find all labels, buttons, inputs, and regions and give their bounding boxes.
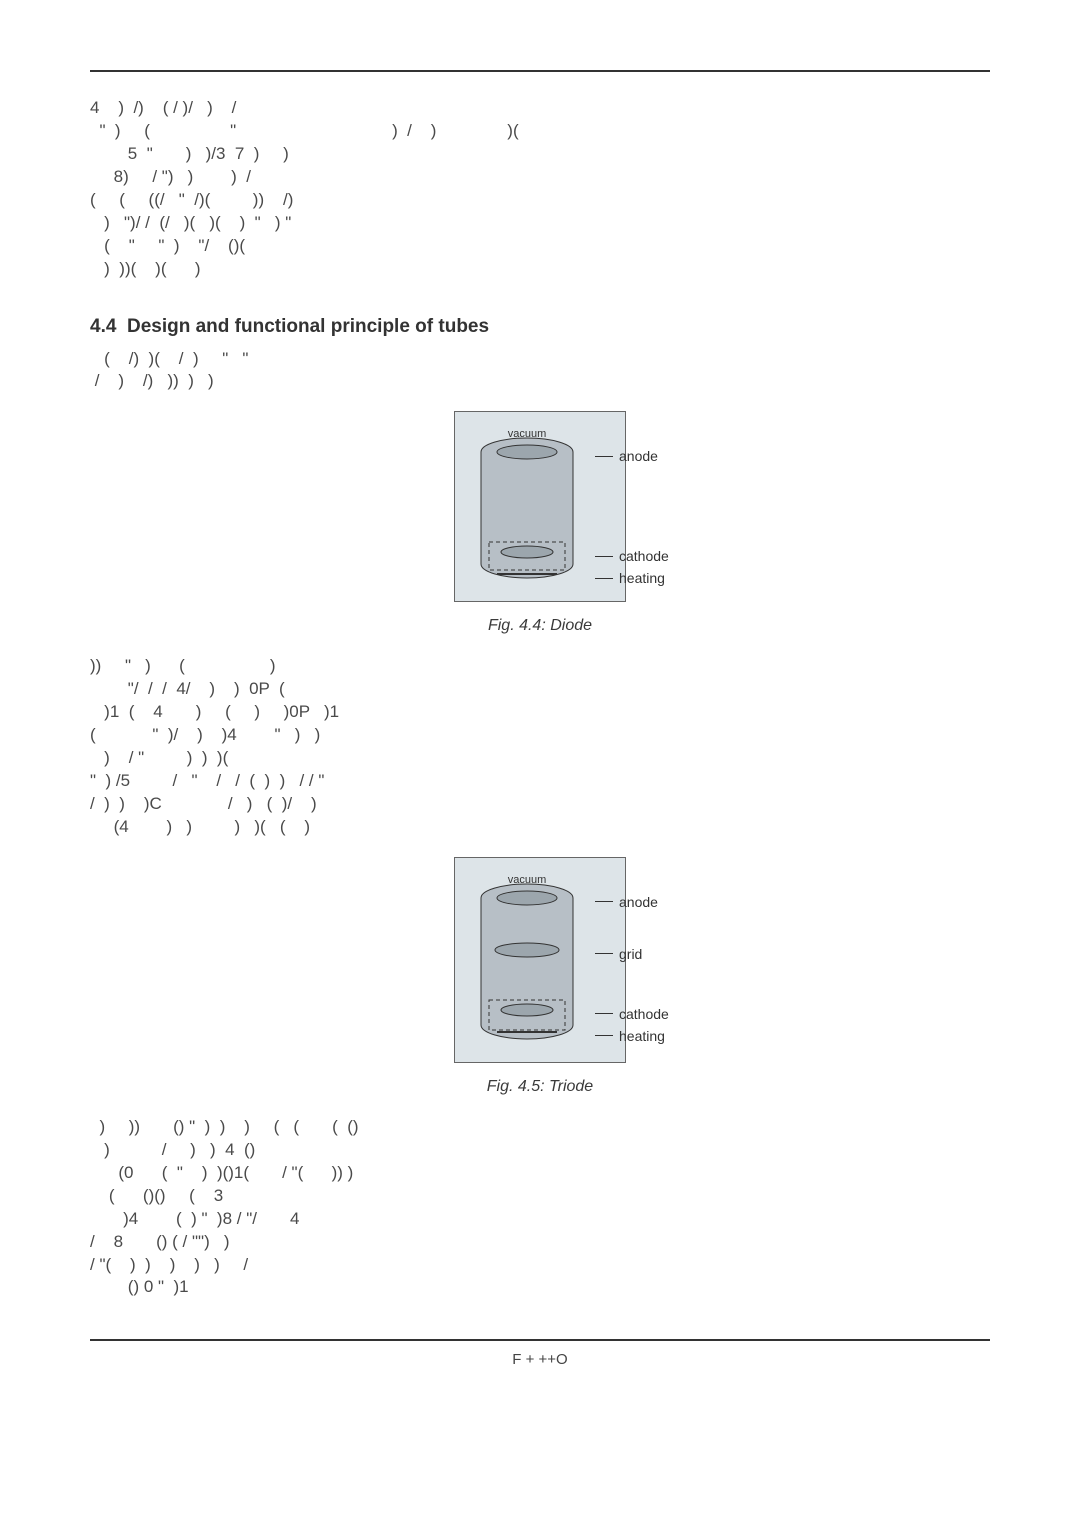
- grid-label: grid: [619, 946, 642, 962]
- page: 4 ) /) ( / )/ ) / " ) ( " ) / ) )( 5 " )…: [0, 0, 1080, 1528]
- triode-caption: Fig. 4.5: Triode: [487, 1078, 593, 1096]
- page-footer: F + ++O: [90, 1351, 990, 1368]
- diode-caption: Fig. 4.4: Diode: [488, 617, 592, 635]
- figure-triode: vacuum anode grid cathode heating Fig. 4…: [90, 857, 990, 1096]
- heating-label: heating: [619, 1028, 665, 1044]
- paragraph-4: ) )) () " ) ) ) ( ( ( () ) / ) ) 4 () (0…: [90, 1116, 990, 1300]
- anode-shape: [497, 445, 557, 459]
- section-number: 4.4: [90, 316, 116, 337]
- cathode-shape: [501, 1004, 553, 1016]
- top-rule: [90, 70, 990, 72]
- anode-shape: [497, 891, 557, 905]
- paragraph-3: )) " ) ( ) "/ / / 4/ ) ) 0P ( )1 ( 4 ) (…: [90, 655, 990, 839]
- triode-svg: vacuum: [467, 870, 587, 1050]
- diode-svg: vacuum: [467, 424, 587, 589]
- cathode-label: cathode: [619, 1006, 669, 1022]
- bottom-rule: [90, 1339, 990, 1341]
- anode-label: anode: [619, 894, 658, 910]
- anode-label: anode: [619, 448, 658, 464]
- grid-shape: [495, 943, 559, 957]
- vacuum-label: vacuum: [508, 428, 547, 440]
- figure-triode-box: vacuum anode grid cathode heating: [454, 857, 626, 1063]
- paragraph-2: ( /) )( / ) " " / ) /) )) ) ): [90, 348, 990, 394]
- cathode-shape: [501, 546, 553, 558]
- heating-label: heating: [619, 570, 665, 586]
- figure-diode-box: vacuum anode cathode heating: [454, 411, 626, 602]
- section-title: Design and functional principle of tubes: [127, 316, 489, 337]
- figure-diode: vacuum anode cathode heating Fig. 4.4: D…: [90, 411, 990, 635]
- section-heading: 4.4 Design and functional principle of t…: [90, 316, 990, 338]
- vacuum-label: vacuum: [508, 874, 547, 886]
- cathode-label: cathode: [619, 548, 669, 564]
- paragraph-1: 4 ) /) ( / )/ ) / " ) ( " ) / ) )( 5 " )…: [90, 97, 990, 281]
